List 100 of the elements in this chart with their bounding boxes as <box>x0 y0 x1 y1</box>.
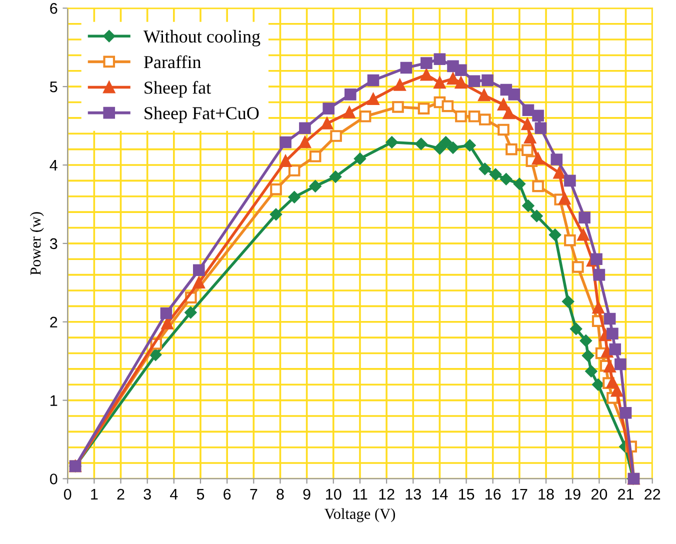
x-tick-label: 21 <box>618 488 634 500</box>
point <box>184 306 197 318</box>
x-tick-label: 17 <box>512 489 528 500</box>
point <box>604 312 616 325</box>
point <box>577 228 590 241</box>
point <box>513 178 526 190</box>
point <box>468 110 480 122</box>
point <box>455 110 467 122</box>
point <box>418 102 430 114</box>
point <box>280 155 292 167</box>
point <box>506 143 518 156</box>
point <box>468 75 480 88</box>
point <box>447 72 459 85</box>
legend-label: Sheep Fat+CuO <box>144 106 259 123</box>
point <box>386 136 398 148</box>
x-tick-label: 20 <box>591 488 608 500</box>
point <box>299 136 311 148</box>
point <box>532 152 544 165</box>
point <box>524 132 536 144</box>
point <box>522 118 534 130</box>
point <box>367 93 380 106</box>
point <box>330 170 342 183</box>
point <box>580 334 592 347</box>
legend-label: Sheep fat <box>144 80 212 98</box>
point <box>415 138 428 150</box>
y-axis-title: Power (w) <box>30 212 44 276</box>
point <box>392 101 404 113</box>
point <box>498 124 510 136</box>
point <box>447 142 459 154</box>
point <box>322 102 335 114</box>
x-tick-label: 22 <box>644 488 660 500</box>
point <box>478 89 490 102</box>
x-tick-label: 2 <box>117 488 124 500</box>
point <box>330 130 342 142</box>
x-tick-label: 9 <box>303 488 310 500</box>
point <box>522 144 534 156</box>
point <box>585 365 598 378</box>
point <box>354 152 366 165</box>
point <box>592 378 604 391</box>
point <box>344 88 356 100</box>
point <box>482 74 494 86</box>
point <box>558 192 571 205</box>
point <box>534 122 547 134</box>
x-tick-label: 11 <box>353 489 368 500</box>
point <box>500 173 512 186</box>
point <box>606 376 618 388</box>
x-tick-label: 19 <box>565 488 580 500</box>
point <box>434 53 446 66</box>
point <box>455 76 467 89</box>
legend-label: Paraffin <box>144 55 201 68</box>
x-tick-label: 16 <box>486 488 501 500</box>
point <box>532 110 544 122</box>
x-tick-label: 8 <box>276 488 284 500</box>
point <box>440 136 452 148</box>
point <box>593 268 606 281</box>
point <box>434 142 446 154</box>
point <box>522 104 534 116</box>
point <box>508 88 520 100</box>
point <box>590 253 602 266</box>
x-tick-label: 10 <box>326 488 342 500</box>
point <box>270 183 282 196</box>
point <box>592 302 604 314</box>
point <box>564 174 576 187</box>
point <box>299 122 311 134</box>
point <box>394 79 406 91</box>
point <box>288 164 300 176</box>
point <box>192 276 205 289</box>
point <box>288 191 300 204</box>
point <box>604 360 616 372</box>
point <box>522 200 534 212</box>
point <box>270 208 282 220</box>
point <box>160 307 172 320</box>
y-tick-label: 0 <box>50 474 58 484</box>
x-tick-label: 13 <box>406 488 421 500</box>
point <box>150 348 162 361</box>
point <box>550 154 563 166</box>
point <box>620 406 632 419</box>
point <box>343 106 356 118</box>
y-tick-label: 6 <box>50 3 58 14</box>
x-tick-label: 5 <box>196 489 204 500</box>
point <box>420 57 432 69</box>
x-tick-label: 15 <box>458 489 474 500</box>
point <box>478 162 491 175</box>
point <box>553 166 566 179</box>
point <box>455 64 467 76</box>
point <box>400 62 412 74</box>
point <box>609 343 622 356</box>
point <box>572 261 584 273</box>
y-tick-label: 3 <box>50 238 58 250</box>
point <box>464 139 476 152</box>
y-tick-label: 2 <box>50 316 58 328</box>
x-tick-label: 7 <box>250 489 258 500</box>
point <box>601 346 614 358</box>
point <box>309 180 322 192</box>
point <box>442 100 454 112</box>
point <box>192 264 205 276</box>
point <box>359 110 372 122</box>
legend-label: Without cooling <box>143 30 260 46</box>
y-tick-label: 5 <box>50 82 58 92</box>
point <box>490 168 502 180</box>
